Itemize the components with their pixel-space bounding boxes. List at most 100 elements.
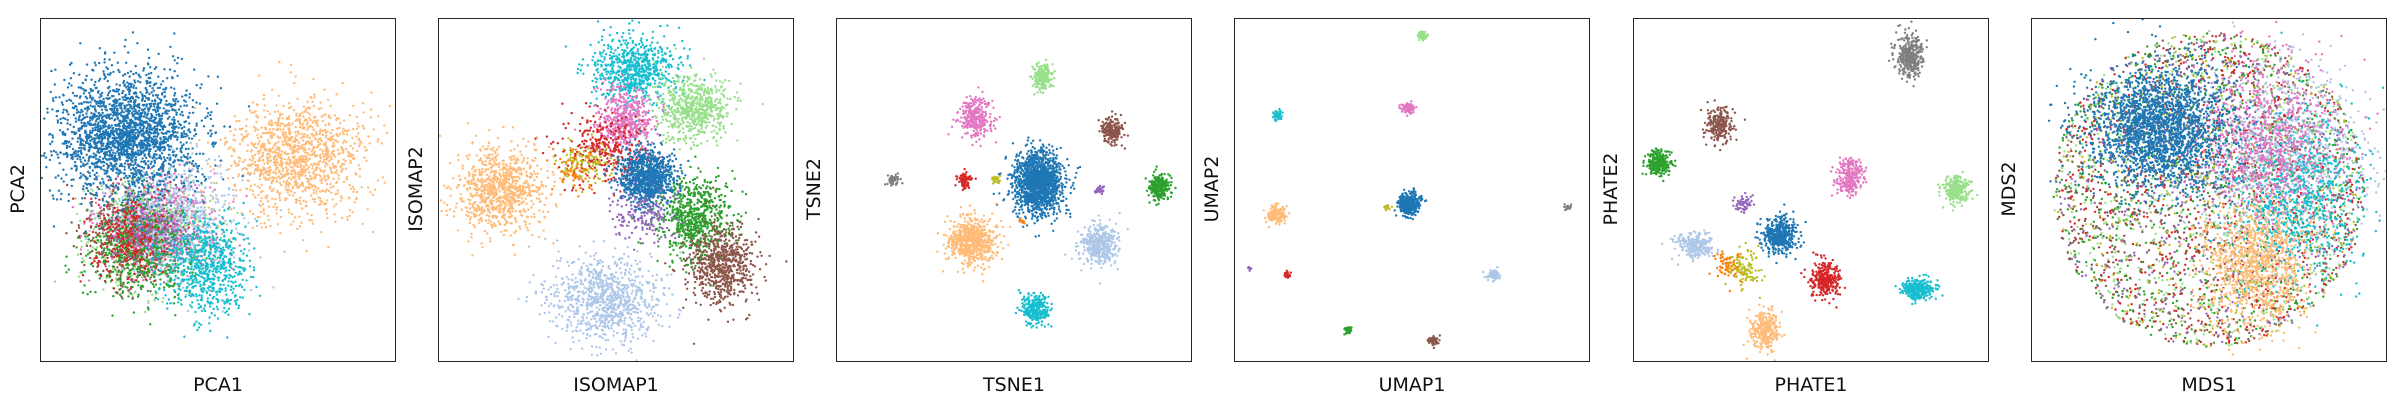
scatter-point <box>177 263 180 267</box>
scatter-point <box>181 251 185 254</box>
scatter-point <box>162 286 166 289</box>
scatter-point <box>151 200 154 204</box>
scatter-point <box>194 197 198 200</box>
scatter-point <box>152 169 156 173</box>
scatter-point <box>193 322 196 326</box>
scatter-point <box>86 208 89 211</box>
scatter-point <box>340 147 344 151</box>
scatter-point <box>123 252 127 256</box>
scatter-point <box>148 212 151 215</box>
scatter-point <box>91 189 94 192</box>
scatter-point <box>304 158 307 161</box>
scatter-point <box>142 273 145 276</box>
scatter-point <box>172 255 175 258</box>
scatter-point <box>228 302 232 305</box>
scatter-point <box>132 189 135 192</box>
scatter-point <box>131 245 134 249</box>
scatter-point <box>152 216 155 219</box>
scatter-point <box>203 253 206 257</box>
scatter-point <box>70 221 73 224</box>
scatter-point <box>195 267 198 270</box>
scatter-point <box>243 248 246 251</box>
scatter-point <box>155 240 158 243</box>
scatter-point <box>112 206 116 210</box>
scatter-point <box>151 293 154 296</box>
scatter-point <box>86 293 89 296</box>
scatter-point <box>219 271 222 274</box>
scatter-point <box>337 177 340 180</box>
scatter-point <box>127 295 130 298</box>
scatter-point <box>149 265 153 269</box>
scatter-point <box>188 258 191 262</box>
scatter-point <box>164 241 167 245</box>
scatter-point <box>123 211 127 214</box>
scatter-point <box>323 179 327 182</box>
scatter-point <box>194 226 197 229</box>
scatter-point <box>194 277 197 280</box>
scatter-point <box>114 222 117 226</box>
scatter-point <box>200 299 204 302</box>
scatter-point <box>173 225 176 228</box>
scatter-point <box>111 314 114 317</box>
scatter-point <box>102 235 106 238</box>
scatter-point <box>213 172 216 175</box>
scatter-point <box>115 239 119 243</box>
scatter-point <box>198 294 201 297</box>
scatter-point <box>252 157 255 160</box>
scatter-point <box>272 286 275 289</box>
scatter-point <box>136 270 139 273</box>
scatter-point <box>185 293 188 296</box>
scatter-point <box>75 246 78 249</box>
scatter-point <box>110 234 114 237</box>
scatter-point <box>206 264 209 267</box>
scatter-point <box>140 276 144 279</box>
scatter-point <box>193 245 197 248</box>
scatter-point <box>225 299 228 303</box>
scatter-point <box>238 232 241 236</box>
scatter-point <box>119 278 122 281</box>
scatter-point <box>121 285 124 288</box>
scatter-point <box>176 254 179 257</box>
scatter-point <box>126 281 129 284</box>
scatter-point <box>135 244 139 248</box>
scatter-point <box>198 244 201 247</box>
scatter-point <box>121 225 124 229</box>
scatter-point <box>108 220 111 223</box>
scatter-point <box>198 271 202 275</box>
scatter-point <box>210 260 213 263</box>
scatter-point <box>128 239 131 242</box>
scatter-point <box>96 233 99 237</box>
scatter-point <box>176 212 179 216</box>
scatter-point <box>235 223 238 226</box>
scatter-point <box>117 232 120 236</box>
scatter-point <box>104 265 107 268</box>
scatter-point <box>190 214 194 218</box>
scatter-point <box>102 212 105 215</box>
scatter-point <box>194 212 197 215</box>
scatter-point <box>148 192 151 195</box>
scatter-point <box>195 187 199 190</box>
scatter-point <box>94 270 98 274</box>
scatter-point <box>235 194 238 197</box>
scatter-point <box>279 199 282 202</box>
scatter-point <box>152 185 155 188</box>
scatter-point <box>173 269 177 272</box>
scatter-point <box>276 110 280 113</box>
scatter-point <box>151 238 154 241</box>
scatter-point <box>211 257 214 261</box>
scatter-point <box>308 106 312 110</box>
scatter-point <box>110 278 114 282</box>
scatter-point <box>86 241 90 244</box>
scatter-point <box>310 194 313 197</box>
scatter-point <box>80 271 83 274</box>
scatter-point <box>208 277 211 281</box>
scatter-point <box>112 295 115 298</box>
scatter-point <box>262 209 265 212</box>
scatter-point <box>342 158 345 161</box>
scatter-point <box>263 222 266 225</box>
scatter-point <box>102 214 105 217</box>
scatter-point <box>352 188 356 191</box>
scatter-point <box>146 224 149 227</box>
scatter-point <box>190 265 193 268</box>
scatter-point <box>160 256 164 259</box>
